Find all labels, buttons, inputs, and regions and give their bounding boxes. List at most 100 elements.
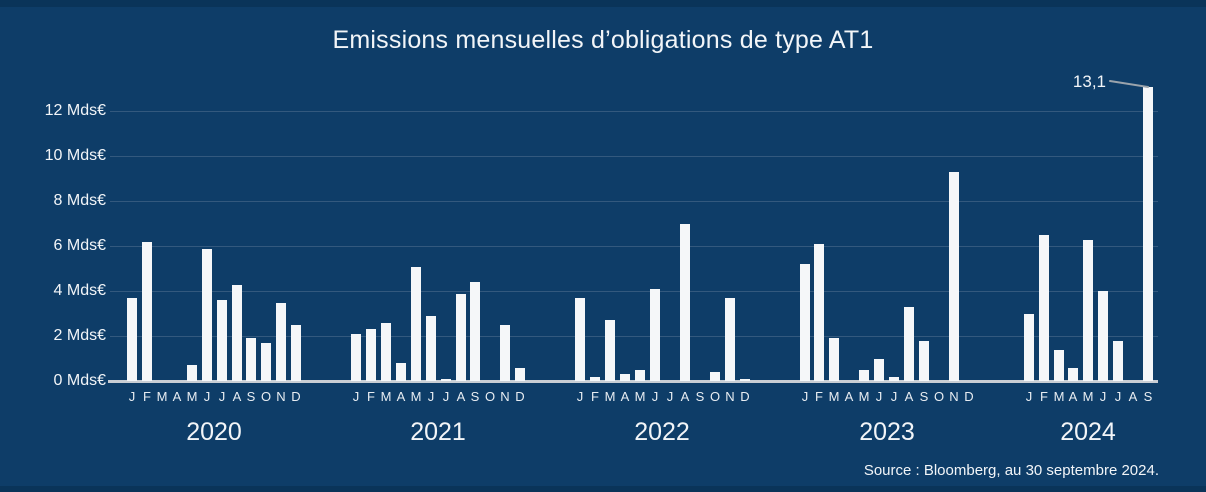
bar-2021-01	[351, 334, 361, 381]
month-label-2023-M3: M	[828, 389, 840, 404]
bar-2024-09	[1143, 87, 1153, 381]
month-label-2020-O10: O	[260, 389, 272, 404]
month-label-2023-J1: J	[801, 389, 809, 404]
bar-2024-02	[1039, 235, 1049, 381]
y-tick-4: 4 Mds€	[53, 282, 106, 299]
month-label-2023-F2: F	[815, 389, 823, 404]
bar-2020-12	[291, 325, 301, 381]
bar-2022-04	[620, 374, 630, 381]
bar-2020-05	[187, 365, 197, 381]
bar-2023-01	[800, 264, 810, 381]
bar-2021-07	[441, 379, 451, 381]
year-label-2024: 2024	[1060, 418, 1116, 446]
month-label-2020-F2: F	[143, 389, 151, 404]
bar-2023-06	[874, 359, 884, 381]
y-tick-8: 8 Mds€	[53, 192, 106, 209]
month-label-2020-M3: M	[156, 389, 168, 404]
bar-2020-06	[202, 249, 212, 381]
month-label-2021-D12: D	[515, 389, 525, 404]
bottom-border-band	[0, 486, 1206, 492]
month-label-2023-J7: J	[890, 389, 898, 404]
month-label-2020-J7: J	[218, 389, 226, 404]
bar-2020-01	[127, 298, 137, 381]
top-border-band	[0, 0, 1206, 7]
bar-2020-02	[142, 242, 152, 381]
month-label-2021-M3: M	[380, 389, 392, 404]
bar-2020-10	[261, 343, 271, 381]
month-label-2023-O10: O	[933, 389, 945, 404]
chart-title: Emissions mensuelles d’obligations de ty…	[332, 26, 874, 54]
y-tick-6: 6 Mds€	[53, 237, 106, 254]
bar-2020-09	[246, 338, 256, 381]
bar-2021-02	[366, 329, 376, 381]
month-label-2022-N11: N	[725, 389, 735, 404]
gridline-4	[110, 291, 1158, 292]
month-label-2020-M5: M	[186, 389, 198, 404]
gridline-10	[110, 156, 1158, 157]
month-label-2024-M5: M	[1082, 389, 1094, 404]
bar-2023-02	[814, 244, 824, 381]
month-label-2022-M5: M	[634, 389, 646, 404]
bar-2020-11	[276, 303, 286, 381]
month-label-2022-D12: D	[740, 389, 750, 404]
bar-2021-08	[456, 294, 466, 381]
peak-value-annotation: 13,1	[1072, 72, 1106, 91]
month-label-2022-F2: F	[591, 389, 599, 404]
bar-2024-06	[1098, 291, 1108, 381]
month-label-2024-A4: A	[1068, 389, 1078, 404]
month-label-2020-N11: N	[276, 389, 286, 404]
source-caption: Source : Bloomberg, au 30 septembre 2024…	[863, 462, 1159, 479]
month-label-2023-N11: N	[949, 389, 959, 404]
month-label-2021-O10: O	[484, 389, 496, 404]
month-label-2024-J6: J	[1099, 389, 1107, 404]
gridline-6	[110, 246, 1158, 247]
y-tick-12: 12 Mds€	[44, 102, 106, 119]
y-tick-10: 10 Mds€	[44, 147, 106, 164]
month-label-2023-A4: A	[844, 389, 854, 404]
bar-2022-03	[605, 320, 615, 381]
bar-2022-02	[590, 377, 600, 381]
year-label-2023: 2023	[859, 418, 915, 446]
month-label-2022-M3: M	[604, 389, 616, 404]
month-label-2020-A4: A	[172, 389, 182, 404]
month-label-2021-J7: J	[442, 389, 450, 404]
bar-2024-05	[1083, 240, 1093, 381]
gridline-8	[110, 201, 1158, 202]
bar-2022-06	[650, 289, 660, 381]
month-label-2021-S9: S	[470, 389, 480, 404]
month-label-2024-S9: S	[1143, 389, 1153, 404]
month-label-2021-F2: F	[367, 389, 375, 404]
month-label-2022-A8: A	[680, 389, 690, 404]
bar-2021-05	[411, 267, 421, 381]
month-label-2024-A8: A	[1128, 389, 1138, 404]
month-label-2020-S9: S	[246, 389, 256, 404]
month-label-2023-S9: S	[919, 389, 929, 404]
bar-2023-07	[889, 377, 899, 381]
year-label-2021: 2021	[410, 418, 466, 446]
month-label-2021-M5: M	[410, 389, 422, 404]
bar-2023-11	[949, 172, 959, 381]
bar-2022-08	[680, 224, 690, 381]
month-label-2020-J6: J	[203, 389, 211, 404]
month-label-2023-J6: J	[875, 389, 883, 404]
annotation-connector-line	[1109, 80, 1149, 88]
y-tick-2: 2 Mds€	[53, 327, 106, 344]
month-label-2024-F2: F	[1040, 389, 1048, 404]
y-tick-0: 0 Mds€	[53, 372, 106, 389]
bar-2024-03	[1054, 350, 1064, 381]
bar-2022-01	[575, 298, 585, 381]
month-label-2023-M5: M	[858, 389, 870, 404]
bar-2024-01	[1024, 314, 1034, 381]
bar-2022-10	[710, 372, 720, 381]
month-label-2023-A8: A	[904, 389, 914, 404]
bar-2022-11	[725, 298, 735, 381]
bar-2023-05	[859, 370, 869, 381]
month-label-2024-M3: M	[1053, 389, 1065, 404]
month-label-2023-D12: D	[964, 389, 974, 404]
month-label-2022-S9: S	[695, 389, 705, 404]
bar-2023-08	[904, 307, 914, 381]
bar-2023-03	[829, 338, 839, 381]
month-label-2024-J1: J	[1025, 389, 1033, 404]
month-label-2020-J1: J	[128, 389, 136, 404]
month-label-2022-O10: O	[709, 389, 721, 404]
